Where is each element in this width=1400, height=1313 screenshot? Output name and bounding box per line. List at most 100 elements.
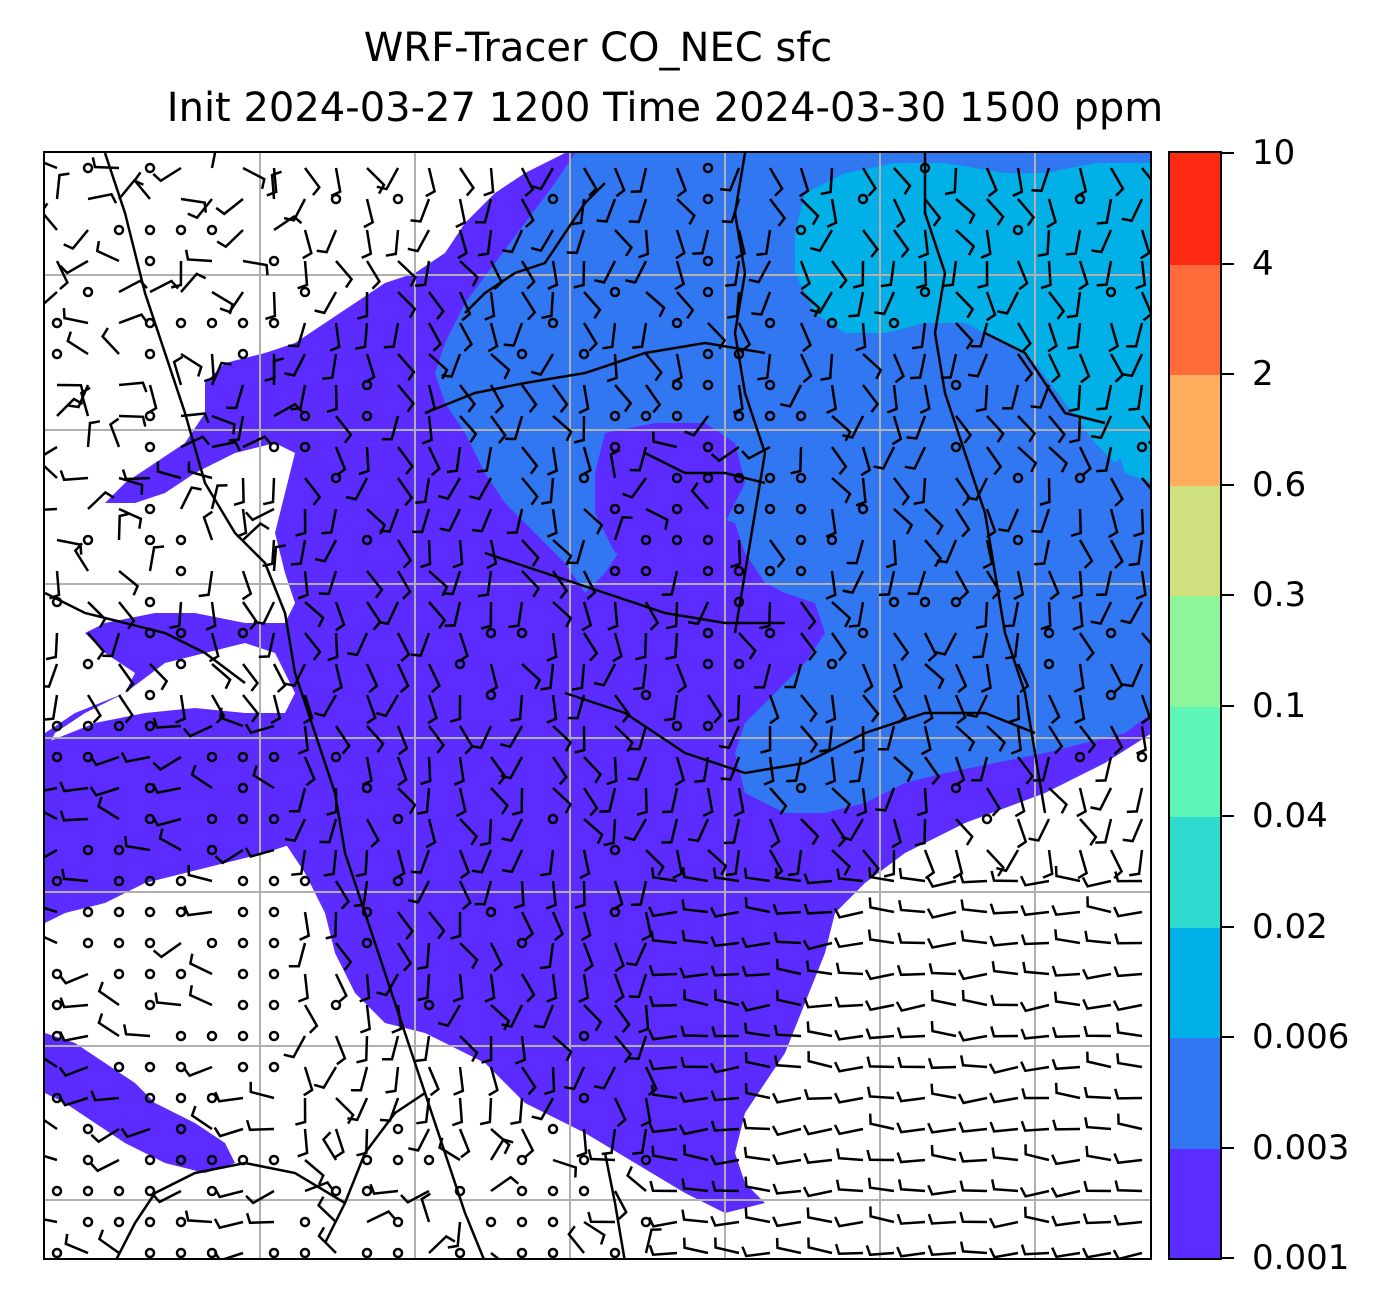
wind-barb [427,694,438,725]
calm-wind-marker [764,379,776,391]
wind-barb [211,414,236,435]
wind-barb [757,353,772,381]
wind-barb [1126,322,1144,348]
wind-barb [520,1128,535,1159]
wind-barb [458,291,472,322]
wind-barb [459,942,479,970]
wind-barb [638,229,650,259]
wind-barb [977,260,989,289]
wind-barb [62,308,89,325]
wind-barb [920,725,932,756]
wind-barb [661,570,679,597]
calm-wind-marker [144,689,156,701]
wind-barb [262,539,276,568]
calm-wind-marker [144,503,156,515]
wind-barb [182,1065,213,1078]
wind-barb [59,469,89,482]
wind-barb [959,1241,988,1255]
wind-barb [299,911,311,941]
wind-barb [985,167,998,198]
wind-barb [552,1158,578,1178]
wind-barb [452,539,464,569]
wind-barb [952,849,964,880]
calm-wind-marker [268,441,280,453]
wind-barb [807,1051,833,1069]
wind-barb [183,905,213,917]
calm-wind-marker [702,720,714,732]
wind-barb [680,1056,709,1069]
calm-wind-marker [795,472,807,484]
wind-barb [326,384,338,413]
calm-wind-marker [82,906,94,918]
wind-barb [428,1234,456,1254]
wind-barb [682,867,709,883]
wind-barb [958,1121,988,1133]
wind-barb [244,723,275,735]
wind-barb [490,1128,511,1155]
wind-barb [552,601,573,628]
wind-barb [1096,384,1113,411]
wind-barb [363,198,375,229]
wind-barb [180,197,208,213]
wind-barb [583,1004,603,1032]
wind-barb [211,440,242,452]
wind-barb [152,166,182,183]
calm-wind-marker [82,937,94,949]
wind-barb [490,787,509,815]
wind-barb [706,694,723,724]
wind-barb [396,632,411,663]
calm-wind-marker [82,1154,94,1166]
wind-barb [1083,1025,1112,1038]
calm-wind-marker [51,999,63,1011]
wind-barb [334,1035,347,1066]
wind-barb [211,663,232,690]
wind-barb [347,1097,369,1122]
wind-barb [730,539,742,569]
wind-barb [303,756,316,787]
calm-wind-marker [826,658,838,670]
wind-barb [972,632,989,659]
wind-barb [732,384,744,414]
wind-barb [1083,1086,1112,1100]
wind-barb [203,353,216,383]
calm-wind-marker [237,1154,249,1166]
calm-wind-marker [361,410,373,422]
wind-barb [1114,871,1143,883]
wind-barb [210,484,228,510]
wind-barb [304,601,325,628]
wind-barb [45,811,58,821]
wind-barb [614,384,633,413]
wind-barb [169,601,183,630]
wind-barb [1033,756,1051,782]
calm-wind-marker [299,286,311,298]
wind-barb [768,167,784,197]
wind-barb [955,198,976,225]
calm-wind-marker [671,410,683,422]
map-subtitle: Init 2024-03-27 1200 Time 2024-03-30 150… [166,85,1164,131]
wind-barb [458,322,474,352]
wind-barb [967,353,989,378]
wind-barb [867,929,895,945]
wind-barb [842,415,865,439]
wind-barb [1037,229,1051,258]
wind-barb [711,1025,739,1038]
wind-barb [376,167,400,191]
wind-barb [327,632,339,662]
wind-barb [375,694,400,718]
wind-barb [911,322,927,350]
calm-wind-marker [702,286,714,298]
calm-wind-marker [795,503,807,515]
calm-wind-marker [144,255,156,267]
wind-barb [681,1178,709,1193]
wind-barb [799,632,817,661]
wind-barb [954,663,968,694]
colorbar-tick-label: 10 [1252,133,1296,173]
calm-wind-marker [671,472,683,484]
calm-wind-marker [733,596,745,608]
wind-barb [314,539,338,563]
wind-barb [361,229,373,259]
wind-barb [1113,1214,1143,1226]
wind-barb [846,539,865,565]
wind-barb [540,477,555,505]
colorbar-tick-label: 0.02 [1252,906,1328,947]
